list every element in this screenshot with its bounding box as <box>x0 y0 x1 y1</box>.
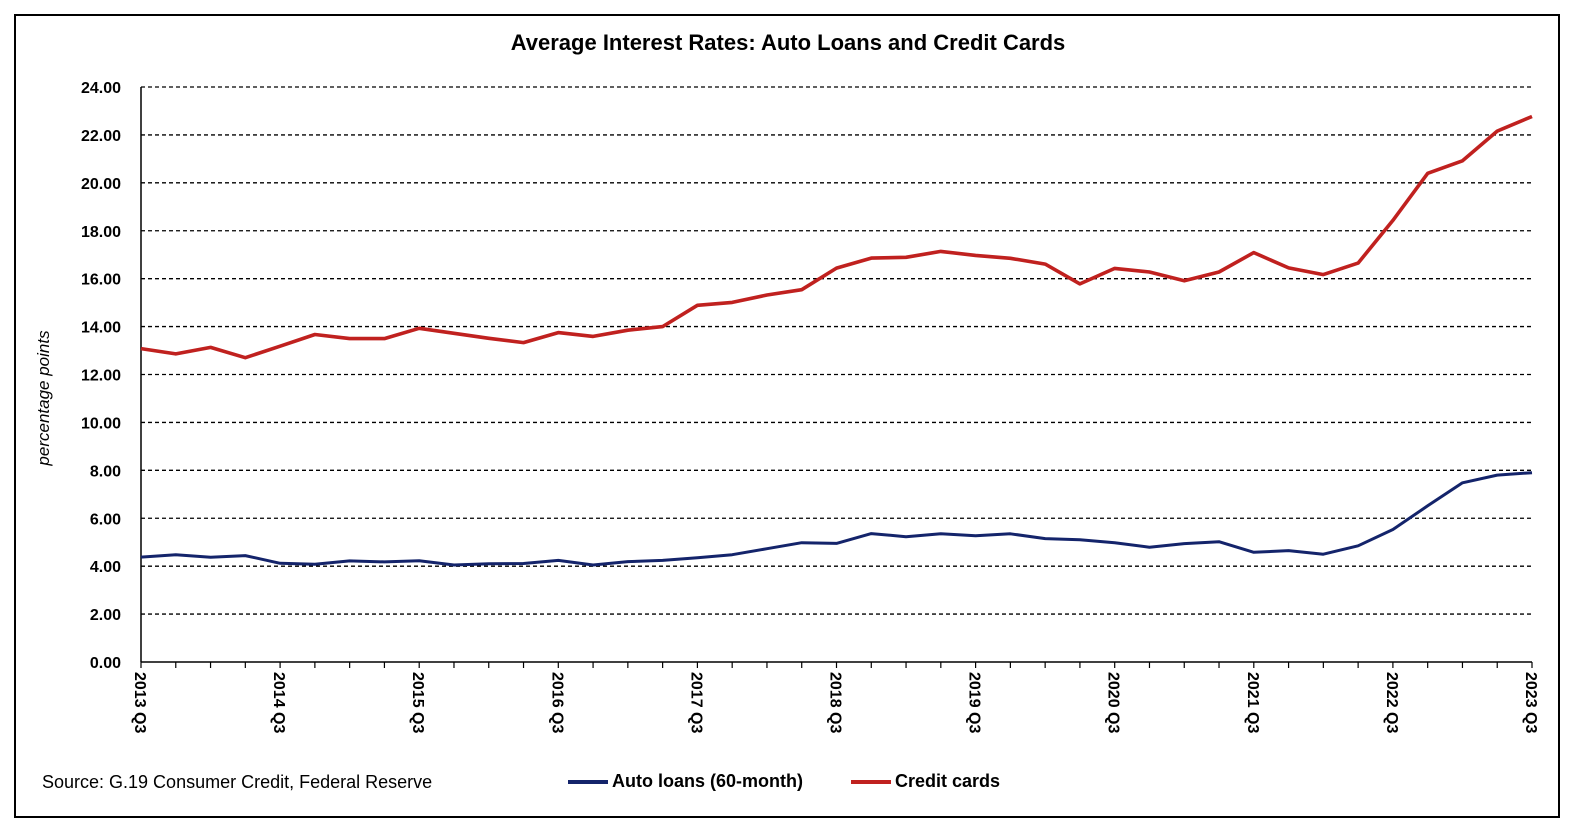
y-tick-label: 0.00 <box>90 655 121 672</box>
x-tick-label: 2015 Q3 <box>409 672 426 733</box>
y-tick-label: 22.00 <box>81 128 121 145</box>
x-tick-label: 2023 Q3 <box>1522 672 1539 733</box>
y-axis-ticks: 0.00 2.00 4.00 6.00 8.00 10.00 12.00 14.00 16.00… <box>81 80 121 672</box>
source-note: Source: G.19 Consumer Credit, Federal Re… <box>42 772 433 792</box>
y-tick-label: 18.00 <box>81 224 121 241</box>
series-line-auto-loans <box>140 471 1533 567</box>
x-tick-label: 2019 Q3 <box>966 672 983 733</box>
chart-frame <box>14 14 1560 818</box>
y-tick-label: 10.00 <box>81 415 121 432</box>
x-tick-label: 2020 Q3 <box>1105 672 1122 733</box>
x-tick-label: 2017 Q3 <box>687 672 704 733</box>
y-tick-label: 4.00 <box>90 559 121 576</box>
y-tick-label: 8.00 <box>90 463 121 480</box>
y-tick-label: 12.00 <box>81 368 121 385</box>
y-tick-label: 16.00 <box>81 272 121 289</box>
legend-label-credit-cards: Credit cards <box>895 771 1001 791</box>
x-tick-label: 2013 Q3 <box>131 672 148 733</box>
x-tick-label: 2016 Q3 <box>548 672 565 733</box>
legend-swatch-auto-loans <box>568 779 608 784</box>
series-lines <box>140 114 1533 567</box>
y-tick-label: 20.00 <box>81 176 121 193</box>
y-axis-label: percentage points <box>34 330 53 467</box>
gridlines <box>140 86 1532 663</box>
x-axis-ticks: 2013 Q3 2014 Q3 2015 Q3 2016 Q3 2017 Q3 2018 … <box>131 662 1539 733</box>
y-tick-label: 24.00 <box>81 80 121 97</box>
x-tick-label: 2021 Q3 <box>1244 672 1261 733</box>
legend-swatch-credit-cards <box>851 779 891 784</box>
chart-title: Average Interest Rates: Auto Loans and C… <box>510 30 1066 55</box>
y-tick-label: 14.00 <box>81 320 121 337</box>
legend-item-auto-loans: Auto loans (60-month) <box>568 771 803 792</box>
y-tick-label: 6.00 <box>90 511 121 528</box>
series-line-credit-cards <box>140 114 1533 360</box>
legend-item-credit-cards: Credit cards <box>851 771 1000 792</box>
x-tick-label: 2022 Q3 <box>1383 672 1400 733</box>
y-tick-label: 2.00 <box>90 607 121 624</box>
legend-label-auto-loans: Auto loans (60-month) <box>612 771 803 791</box>
x-tick-label: 2018 Q3 <box>827 672 844 733</box>
x-tick-label: 2014 Q3 <box>270 672 287 733</box>
